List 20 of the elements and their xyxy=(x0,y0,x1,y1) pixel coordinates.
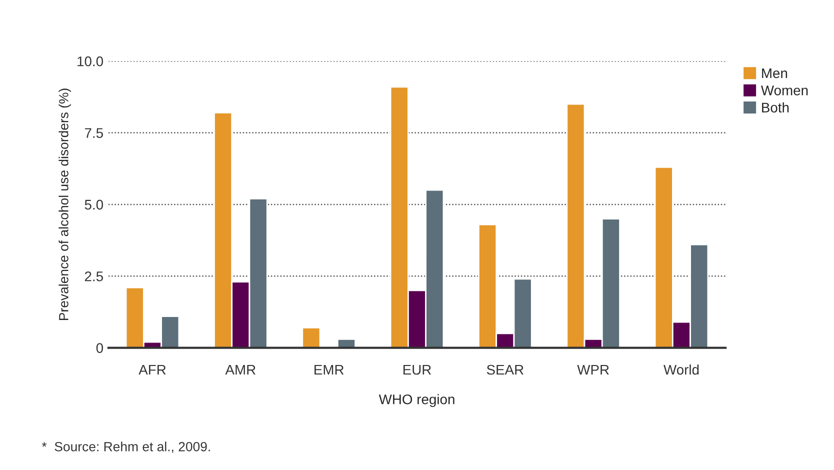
legend-label: Women xyxy=(760,86,808,96)
x-tick-label: SEAR xyxy=(486,364,524,375)
x-tick-label: AFR xyxy=(138,364,166,375)
x-axis-title: WHO region xyxy=(378,394,454,408)
x-tick-label: EMR xyxy=(314,364,344,375)
legend-label: Men xyxy=(762,68,788,78)
y-tick-label: 7.5 xyxy=(84,128,103,138)
y-tick-label: 0 xyxy=(96,343,104,353)
y-tick-label: 5.0 xyxy=(84,200,104,210)
x-tick-label: AMR xyxy=(225,364,256,375)
y-axis-title: Prevalence of alcohol use disorders (%) xyxy=(58,88,71,320)
bar xyxy=(336,338,356,348)
x-tick-label: WPR xyxy=(577,364,609,375)
x-tick-label: EUR xyxy=(403,364,432,375)
x-tick-label: World xyxy=(664,364,699,375)
legend-label: Both xyxy=(762,102,789,113)
text: * Source: Rehm et al., 2009. xyxy=(42,442,210,453)
y-tick-label: 2.5 xyxy=(84,271,103,282)
bar xyxy=(302,327,321,348)
y-tick-label: 10.0 xyxy=(78,56,104,66)
